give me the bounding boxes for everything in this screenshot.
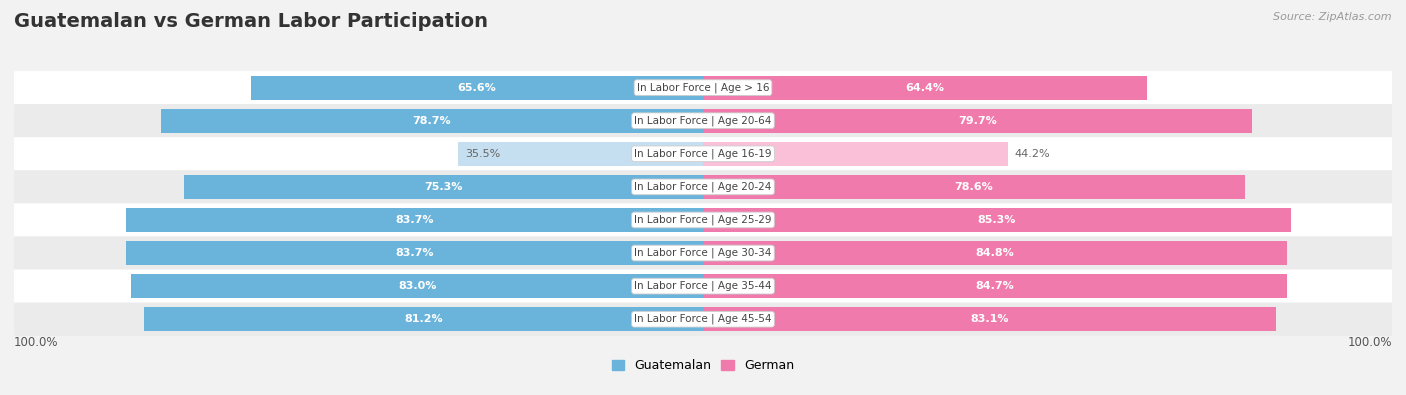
Text: 65.6%: 65.6% <box>457 83 496 93</box>
Text: 100.0%: 100.0% <box>14 337 59 350</box>
Bar <box>252 76 703 100</box>
Bar <box>143 307 703 331</box>
Text: 44.2%: 44.2% <box>1014 149 1050 159</box>
FancyBboxPatch shape <box>14 170 1392 203</box>
Bar <box>160 109 703 133</box>
Legend: Guatemalan, German: Guatemalan, German <box>607 354 799 377</box>
Bar <box>703 241 1288 265</box>
FancyBboxPatch shape <box>14 71 1392 104</box>
Bar <box>703 307 1275 331</box>
Text: In Labor Force | Age 25-29: In Labor Force | Age 25-29 <box>634 215 772 225</box>
Bar <box>184 175 703 199</box>
Bar <box>703 109 1253 133</box>
Bar <box>127 241 703 265</box>
Text: 84.8%: 84.8% <box>976 248 1015 258</box>
Bar <box>703 76 1147 100</box>
Text: 35.5%: 35.5% <box>465 149 501 159</box>
Bar <box>703 208 1291 232</box>
Text: 78.7%: 78.7% <box>412 116 451 126</box>
Text: 81.2%: 81.2% <box>404 314 443 324</box>
Text: 84.7%: 84.7% <box>976 281 1014 291</box>
Text: In Labor Force | Age > 16: In Labor Force | Age > 16 <box>637 83 769 93</box>
Text: In Labor Force | Age 16-19: In Labor Force | Age 16-19 <box>634 149 772 159</box>
Text: 83.1%: 83.1% <box>970 314 1008 324</box>
Text: 79.7%: 79.7% <box>957 116 997 126</box>
Bar <box>703 274 1286 298</box>
FancyBboxPatch shape <box>14 104 1392 137</box>
FancyBboxPatch shape <box>14 237 1392 269</box>
Text: 78.6%: 78.6% <box>955 182 993 192</box>
Text: In Labor Force | Age 30-34: In Labor Force | Age 30-34 <box>634 248 772 258</box>
Text: In Labor Force | Age 35-44: In Labor Force | Age 35-44 <box>634 281 772 292</box>
Text: Source: ZipAtlas.com: Source: ZipAtlas.com <box>1274 12 1392 22</box>
Text: Guatemalan vs German Labor Participation: Guatemalan vs German Labor Participation <box>14 12 488 31</box>
Bar <box>703 142 1008 166</box>
Bar <box>131 274 703 298</box>
Bar <box>127 208 703 232</box>
Text: In Labor Force | Age 20-24: In Labor Force | Age 20-24 <box>634 182 772 192</box>
FancyBboxPatch shape <box>14 303 1392 336</box>
Text: In Labor Force | Age 20-64: In Labor Force | Age 20-64 <box>634 115 772 126</box>
Text: 75.3%: 75.3% <box>425 182 463 192</box>
Text: 85.3%: 85.3% <box>977 215 1017 225</box>
Bar <box>703 175 1244 199</box>
Text: 83.7%: 83.7% <box>395 248 434 258</box>
Text: 83.0%: 83.0% <box>398 281 436 291</box>
Text: 83.7%: 83.7% <box>395 215 434 225</box>
FancyBboxPatch shape <box>14 269 1392 303</box>
FancyBboxPatch shape <box>14 137 1392 170</box>
FancyBboxPatch shape <box>14 203 1392 237</box>
Text: 64.4%: 64.4% <box>905 83 945 93</box>
Text: 100.0%: 100.0% <box>1347 337 1392 350</box>
Bar <box>458 142 703 166</box>
Text: In Labor Force | Age 45-54: In Labor Force | Age 45-54 <box>634 314 772 324</box>
